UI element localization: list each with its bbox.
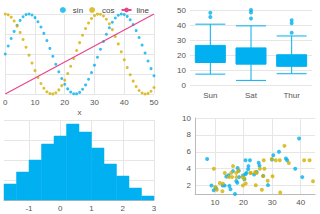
svg-text:20: 20 xyxy=(60,98,69,107)
svg-text:10: 10 xyxy=(31,98,40,107)
svg-text:20: 20 xyxy=(239,198,248,207)
svg-text:10: 10 xyxy=(177,66,186,75)
svg-text:Thur: Thur xyxy=(283,91,300,100)
svg-text:3: 3 xyxy=(152,204,157,213)
svg-text:line: line xyxy=(137,6,150,15)
svg-text:x: x xyxy=(78,108,82,117)
svg-text:40: 40 xyxy=(296,198,305,207)
svg-text:2: 2 xyxy=(187,181,192,190)
svg-text:10: 10 xyxy=(182,114,191,123)
svg-text:40: 40 xyxy=(120,98,129,107)
svg-text:50: 50 xyxy=(177,6,186,15)
svg-text:cos: cos xyxy=(102,6,114,15)
svg-text:0: 0 xyxy=(58,204,63,213)
svg-text:40: 40 xyxy=(177,21,186,30)
svg-text:1: 1 xyxy=(89,204,94,213)
svg-text:2: 2 xyxy=(121,204,126,213)
svg-text:30: 30 xyxy=(177,36,186,45)
svg-text:50: 50 xyxy=(150,98,159,107)
svg-text:Sat: Sat xyxy=(245,91,258,100)
svg-text:-1: -1 xyxy=(25,204,33,213)
svg-text:6: 6 xyxy=(187,147,192,156)
svg-text:30: 30 xyxy=(268,198,277,207)
svg-text:4: 4 xyxy=(187,164,192,173)
svg-text:10: 10 xyxy=(211,198,220,207)
svg-text:20: 20 xyxy=(177,51,186,60)
svg-text:sin: sin xyxy=(73,6,83,15)
svg-text:8: 8 xyxy=(187,130,192,139)
svg-text:0: 0 xyxy=(182,81,187,90)
svg-text:Sun: Sun xyxy=(203,91,217,100)
svg-text:0: 0 xyxy=(3,98,8,107)
svg-text:30: 30 xyxy=(90,98,99,107)
